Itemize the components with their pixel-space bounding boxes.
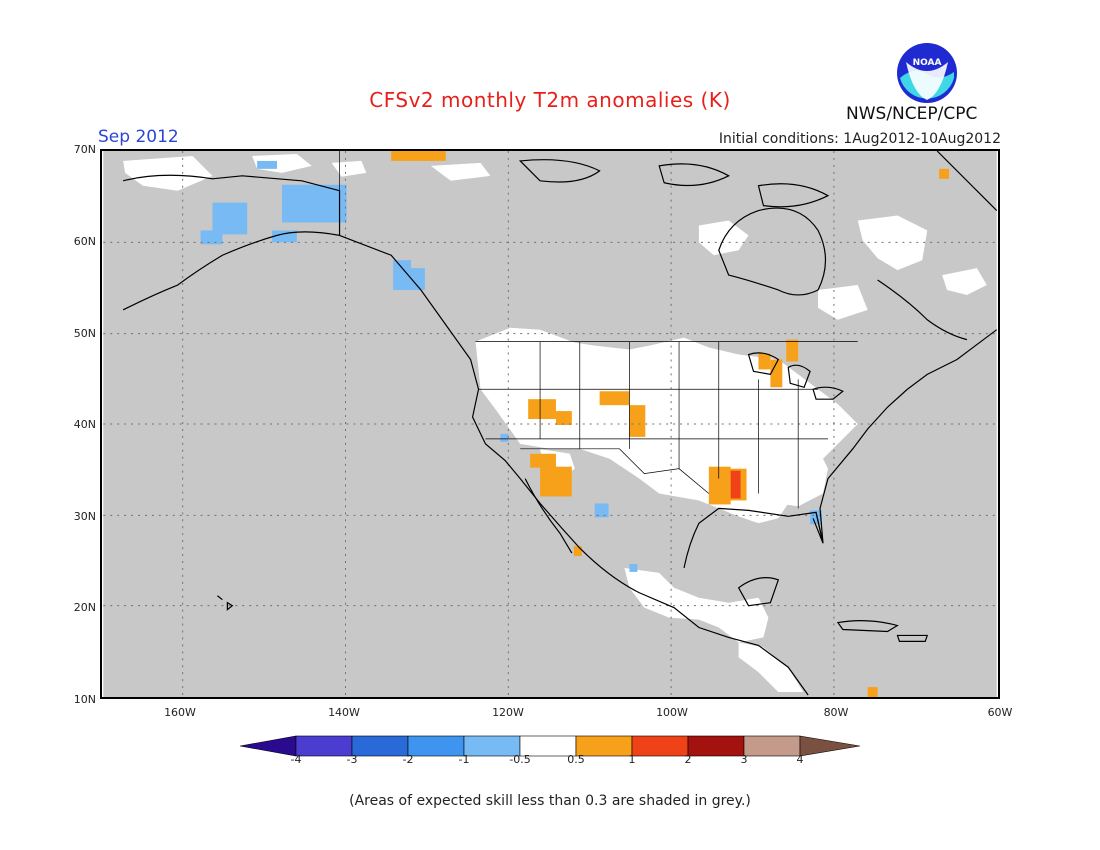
lat-label-20n: 20N (73, 601, 96, 614)
lat-label-30n: 30N (73, 510, 96, 523)
colorbar-label: -3 (346, 753, 358, 766)
colorbar (240, 735, 860, 757)
colorbar-label: -1 (458, 753, 470, 766)
agency-label: NWS/NCEP/CPC (846, 104, 978, 124)
lon-label-120w: 120W (492, 706, 524, 719)
lat-label-60n: 60N (73, 235, 96, 248)
strong-warm-anomaly-cells (730, 470, 741, 499)
near-normal-areas (123, 153, 987, 693)
graticule (103, 151, 997, 697)
coastlines (122, 151, 998, 696)
lon-label-80w: 80W (823, 706, 849, 719)
lon-label-140w: 140W (328, 706, 360, 719)
colorbar-label: -4 (290, 753, 302, 766)
lon-label-160w: 160W (164, 706, 196, 719)
lat-label-70n: 70N (73, 143, 96, 156)
skill-footnote: (Areas of expected skill less than 0.3 a… (349, 793, 751, 809)
lon-label-60w: 60W (987, 706, 1013, 719)
colorbar-arrow-high (799, 735, 860, 757)
colorbar-label: -0.5 (509, 753, 531, 766)
colorbar-label: 0.5 (567, 753, 585, 766)
logo-text: NOAA (913, 58, 942, 68)
map-title: CFSv2 monthly T2m anomalies (K) (369, 88, 731, 112)
colorbar-label: 2 (684, 753, 692, 766)
forecast-month: Sep 2012 (98, 127, 179, 147)
noaa-logo: NOAA (897, 43, 957, 103)
colorbar-label: 4 (796, 753, 804, 766)
lat-label-10n: 10N (73, 693, 96, 706)
colorbar-label: 3 (740, 753, 748, 766)
lat-label-50n: 50N (73, 327, 96, 340)
cool-anomaly-cells (200, 160, 823, 572)
lon-label-100w: 100W (656, 706, 688, 719)
anomaly-map (100, 149, 1000, 699)
political-borders (339, 151, 858, 509)
colorbar-label: 1 (628, 753, 636, 766)
initial-conditions: Initial conditions: 1Aug2012-10Aug2012 (718, 131, 1001, 147)
lat-label-40n: 40N (73, 418, 96, 431)
colorbar-label: -2 (402, 753, 414, 766)
